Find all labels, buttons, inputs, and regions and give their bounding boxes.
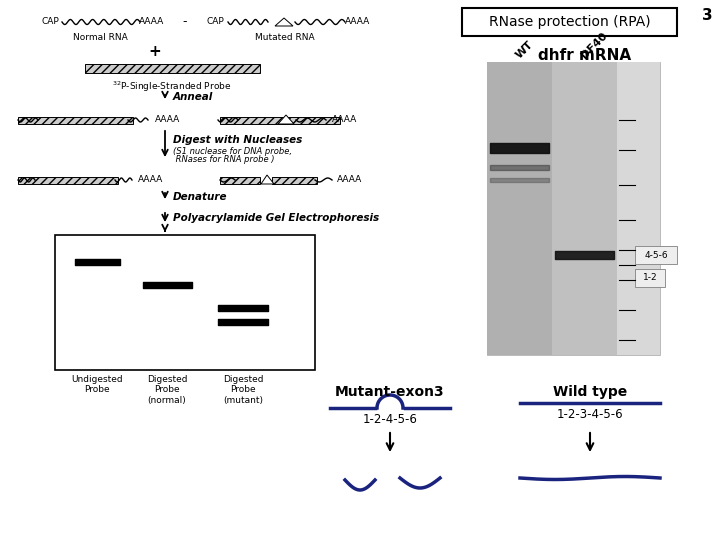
Bar <box>220 117 340 124</box>
Bar <box>487 62 552 355</box>
Text: Undigested
Probe: Undigested Probe <box>71 375 123 394</box>
Bar <box>617 62 660 355</box>
Text: Digested
Probe
(mutant): Digested Probe (mutant) <box>222 375 264 405</box>
Text: dhfr mRNA: dhfr mRNA <box>539 48 631 63</box>
Text: RNase protection (RPA): RNase protection (RPA) <box>489 15 650 29</box>
Text: Digested
Probe
(normal): Digested Probe (normal) <box>147 375 187 405</box>
Bar <box>635 269 665 287</box>
Text: Wild type: Wild type <box>553 385 627 399</box>
Text: RNases for RNA probe ): RNases for RNA probe ) <box>173 156 274 165</box>
Text: AAAA: AAAA <box>346 17 371 26</box>
Bar <box>272 177 317 184</box>
Text: Polyacrylamide Gel Electrophoresis: Polyacrylamide Gel Electrophoresis <box>173 213 379 223</box>
Bar <box>552 62 617 355</box>
Text: Normal RNA: Normal RNA <box>73 33 127 42</box>
Bar <box>462 8 677 36</box>
Bar <box>18 177 118 184</box>
Text: $^{32}$P-Single-Stranded Probe: $^{32}$P-Single-Stranded Probe <box>112 80 232 94</box>
Text: CAP: CAP <box>206 17 224 26</box>
Text: 1-2-3-4-5-6: 1-2-3-4-5-6 <box>557 408 624 421</box>
Text: 3: 3 <box>703 8 713 23</box>
Text: AAAA: AAAA <box>337 176 362 185</box>
Bar <box>18 117 133 124</box>
Text: AAAA: AAAA <box>140 17 165 26</box>
Text: -: - <box>183 16 187 29</box>
Polygon shape <box>261 175 274 184</box>
Text: AAAA: AAAA <box>138 176 163 185</box>
Text: Mutated RNA: Mutated RNA <box>255 33 315 42</box>
Bar <box>220 177 260 184</box>
Text: 4-5-6: 4-5-6 <box>644 251 668 260</box>
Bar <box>635 246 677 264</box>
Polygon shape <box>275 18 293 26</box>
Text: AAAA: AAAA <box>332 116 357 125</box>
Bar <box>85 64 260 72</box>
Text: 1-2: 1-2 <box>643 273 657 282</box>
Text: AAAA: AAAA <box>155 116 180 125</box>
Text: 1-2-4-5-6: 1-2-4-5-6 <box>363 413 418 426</box>
Text: WT: WT <box>515 39 536 60</box>
Text: +: + <box>148 44 161 59</box>
Text: DF40: DF40 <box>580 30 609 60</box>
Text: Denature: Denature <box>173 192 228 202</box>
Text: Anneal: Anneal <box>173 92 213 102</box>
Bar <box>55 235 315 370</box>
Text: Mutant-exon3: Mutant-exon3 <box>336 385 445 399</box>
Polygon shape <box>278 115 294 124</box>
Text: (S1 nuclease for DNA probe,: (S1 nuclease for DNA probe, <box>173 146 292 156</box>
Bar <box>487 62 660 355</box>
Text: Digest with Nucleases: Digest with Nucleases <box>173 135 302 145</box>
Text: CAP: CAP <box>41 17 59 26</box>
